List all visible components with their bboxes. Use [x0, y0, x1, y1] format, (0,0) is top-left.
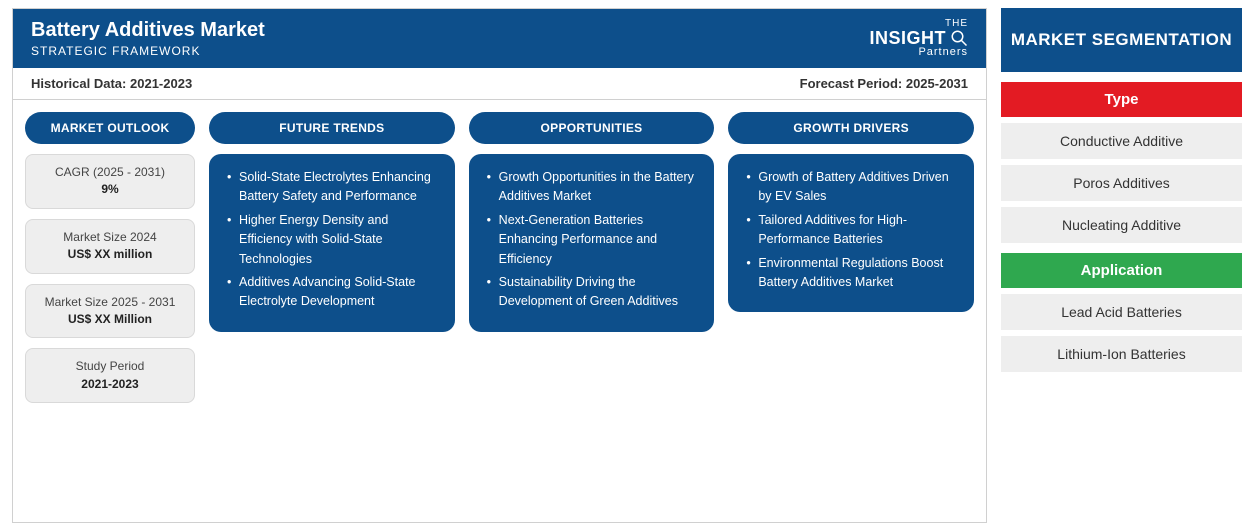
market-outlook-column: MARKET OUTLOOK CAGR (2025 - 2031) 9% Mar… [25, 112, 195, 403]
brand-logo: THE INSIGHT Partners [870, 19, 969, 58]
future-trends-column: FUTURE TRENDS Solid-State Electrolytes E… [209, 112, 455, 332]
segment-item: Conductive Additive [1001, 123, 1242, 159]
segmentation-panel: MARKET SEGMENTATION Type Conductive Addi… [1001, 8, 1242, 523]
list-item: Higher Energy Density and Efficiency wit… [227, 211, 439, 269]
drivers-heading: GROWTH DRIVERS [728, 112, 974, 144]
future-card: Solid-State Electrolytes Enhancing Batte… [209, 154, 455, 332]
opportunities-column: OPPORTUNITIES Growth Opportunities in th… [469, 112, 715, 332]
list-item: Growth Opportunities in the Battery Addi… [487, 168, 699, 207]
stat-label: Study Period [76, 359, 145, 373]
magnifier-icon [950, 29, 968, 47]
stat-study-period: Study Period 2021-2023 [25, 348, 195, 403]
stat-label: Market Size 2024 [63, 230, 156, 244]
future-heading: FUTURE TRENDS [209, 112, 455, 144]
opportunities-card: Growth Opportunities in the Battery Addi… [469, 154, 715, 332]
period-row: Historical Data: 2021-2023 Forecast Peri… [13, 68, 986, 100]
segment-item: Nucleating Additive [1001, 207, 1242, 243]
list-item: Tailored Additives for High-Performance … [746, 211, 958, 250]
historical-value: 2021-2023 [130, 76, 192, 91]
segment-item: Lithium-Ion Batteries [1001, 336, 1242, 372]
outlook-heading: MARKET OUTLOOK [25, 112, 195, 144]
list-item: Next-Generation Batteries Enhancing Perf… [487, 211, 699, 269]
stat-value: 2021-2023 [32, 376, 188, 393]
stat-size-2024: Market Size 2024 US$ XX million [25, 219, 195, 274]
segment-category-application: Application [1001, 253, 1242, 288]
list-item: Additives Advancing Solid-State Electrol… [227, 273, 439, 312]
list-item: Environmental Regulations Boost Battery … [746, 254, 958, 293]
logo-line-2-text: INSIGHT [870, 29, 947, 47]
segment-item: Poros Additives [1001, 165, 1242, 201]
logo-line-3: Partners [870, 47, 969, 58]
segmentation-heading: MARKET SEGMENTATION [1001, 8, 1242, 72]
list-item: Sustainability Driving the Development o… [487, 273, 699, 312]
list-item: Growth of Battery Additives Driven by EV… [746, 168, 958, 207]
stat-cagr: CAGR (2025 - 2031) 9% [25, 154, 195, 209]
forecast-period: Forecast Period: 2025-2031 [800, 76, 968, 91]
stat-label: Market Size 2025 - 2031 [45, 295, 176, 309]
stat-value: 9% [32, 181, 188, 198]
segment-item: Lead Acid Batteries [1001, 294, 1242, 330]
forecast-label: Forecast Period: [800, 76, 903, 91]
growth-drivers-column: GROWTH DRIVERS Growth of Battery Additiv… [728, 112, 974, 312]
strategic-framework-panel: Battery Additives Market STRATEGIC FRAME… [12, 8, 987, 523]
stat-size-range: Market Size 2025 - 2031 US$ XX Million [25, 284, 195, 339]
drivers-card: Growth of Battery Additives Driven by EV… [728, 154, 974, 312]
historical-label: Historical Data: [31, 76, 126, 91]
forecast-value: 2025-2031 [906, 76, 968, 91]
stat-value: US$ XX Million [32, 311, 188, 328]
stat-value: US$ XX million [32, 246, 188, 263]
page-subtitle: STRATEGIC FRAMEWORK [31, 44, 265, 58]
list-item: Solid-State Electrolytes Enhancing Batte… [227, 168, 439, 207]
stat-label: CAGR (2025 - 2031) [55, 165, 165, 179]
content-row: MARKET OUTLOOK CAGR (2025 - 2031) 9% Mar… [13, 100, 986, 522]
page-title: Battery Additives Market [31, 19, 265, 42]
segment-category-type: Type [1001, 82, 1242, 117]
header-text: Battery Additives Market STRATEGIC FRAME… [31, 19, 265, 58]
historical-period: Historical Data: 2021-2023 [31, 76, 192, 91]
opportunities-heading: OPPORTUNITIES [469, 112, 715, 144]
logo-line-2: INSIGHT [870, 29, 969, 47]
header-bar: Battery Additives Market STRATEGIC FRAME… [13, 9, 986, 68]
